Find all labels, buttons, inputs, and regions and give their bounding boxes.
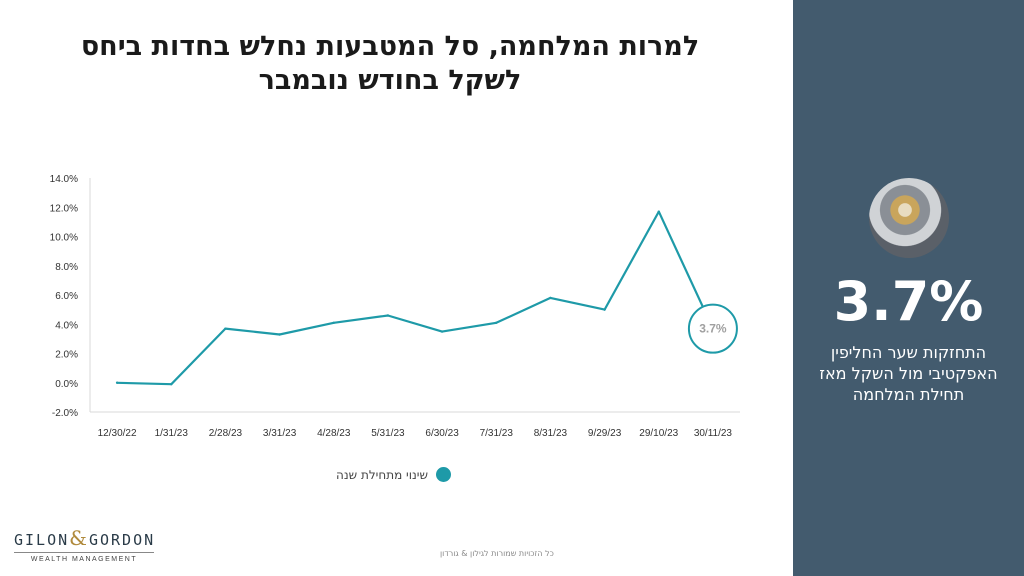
logo-ampersand: &: [69, 526, 89, 550]
series-line: [117, 210, 714, 386]
data-point: [332, 321, 335, 324]
x-tick-label: 2/28/23: [209, 428, 243, 439]
title-line-1: למרות המלחמה, סל המטבעות נחלש בחדות ביחס: [80, 31, 700, 62]
x-tick-label: 29/10/23: [639, 428, 678, 439]
y-tick-label: 2.0%: [55, 350, 78, 361]
x-tick-label: 9/29/23: [588, 428, 622, 439]
y-tick-label: 8.0%: [55, 262, 78, 273]
logo-right: GORDON: [88, 531, 156, 549]
data-point: [115, 381, 119, 384]
highlight-number: 3.7%: [833, 270, 984, 333]
x-tick-label: 12/30/22: [98, 428, 137, 439]
line-chart: -2.0% 0.0% 2.0% 4.0% 6.0% 8.0% 10.0% 12.0% 14.0%…: [50, 174, 740, 439]
main-panel: למרות המלחמה, סל המטבעות נחלש בחדות ביחס…: [14, 30, 760, 563]
data-point: [603, 308, 606, 311]
data-point: [495, 321, 498, 324]
x-tick-label: 5/31/23: [371, 428, 405, 439]
x-tick-label: 3/31/23: [263, 428, 297, 439]
y-tick-label: -2.0%: [52, 408, 78, 419]
sidebar-panel: 3.7% התחזקות שער החליפין האפקטיבי מול הש…: [793, 0, 1024, 576]
x-tick-label: 8/31/23: [534, 428, 568, 439]
y-tick-label: 14.0%: [50, 174, 78, 185]
y-tick-label: 6.0%: [55, 291, 78, 302]
legend-label: שינוי מתחילת שנה: [336, 467, 428, 482]
y-tick-label: 0.0%: [55, 379, 78, 390]
data-point: [549, 296, 552, 300]
data-point: [440, 330, 444, 333]
logo-subtitle: WEALTH MANAGEMENT: [30, 556, 138, 563]
data-point: [170, 383, 173, 386]
x-tick-label: 6/30/23: [425, 428, 459, 439]
data-point: [657, 210, 660, 213]
legend-swatch: [436, 467, 451, 482]
footer-copyright: כל הזכויות שמורות לגילון & גורדון: [440, 549, 554, 558]
y-tick-label: 10.0%: [50, 233, 78, 244]
company-logo: GILON&GORDON WEALTH MANAGEMENT: [14, 526, 154, 563]
x-tick-label: 30/11/23: [694, 428, 733, 439]
data-point: [278, 333, 281, 336]
data-point: [386, 314, 390, 317]
x-tick-label: 4/28/23: [317, 428, 351, 439]
highlight-description: התחזקות שער החליפין האפקטיבי מול השקל מא…: [819, 343, 998, 404]
annotation-circle: [687, 303, 738, 354]
title-line-2: לשקל בחודש נובמבר: [258, 65, 522, 96]
logo-left: GILON: [14, 531, 70, 549]
page-title: למרות המלחמה, סל המטבעות נחלש בחדות ביחס…: [20, 30, 760, 98]
coins-icon: [869, 178, 949, 258]
logo-divider: [14, 552, 154, 553]
y-tick-label: 12.0%: [50, 203, 78, 214]
data-point: [224, 327, 227, 330]
x-tick-label: 1/31/23: [155, 428, 189, 439]
logo-wordmark: GILON&GORDON: [14, 526, 154, 550]
y-tick-label: 4.0%: [55, 320, 78, 331]
x-tick-label: 7/31/23: [480, 428, 514, 439]
chart-legend: שינוי מתחילת שנה: [336, 467, 451, 482]
annotation-label: 3.7%: [699, 322, 727, 336]
